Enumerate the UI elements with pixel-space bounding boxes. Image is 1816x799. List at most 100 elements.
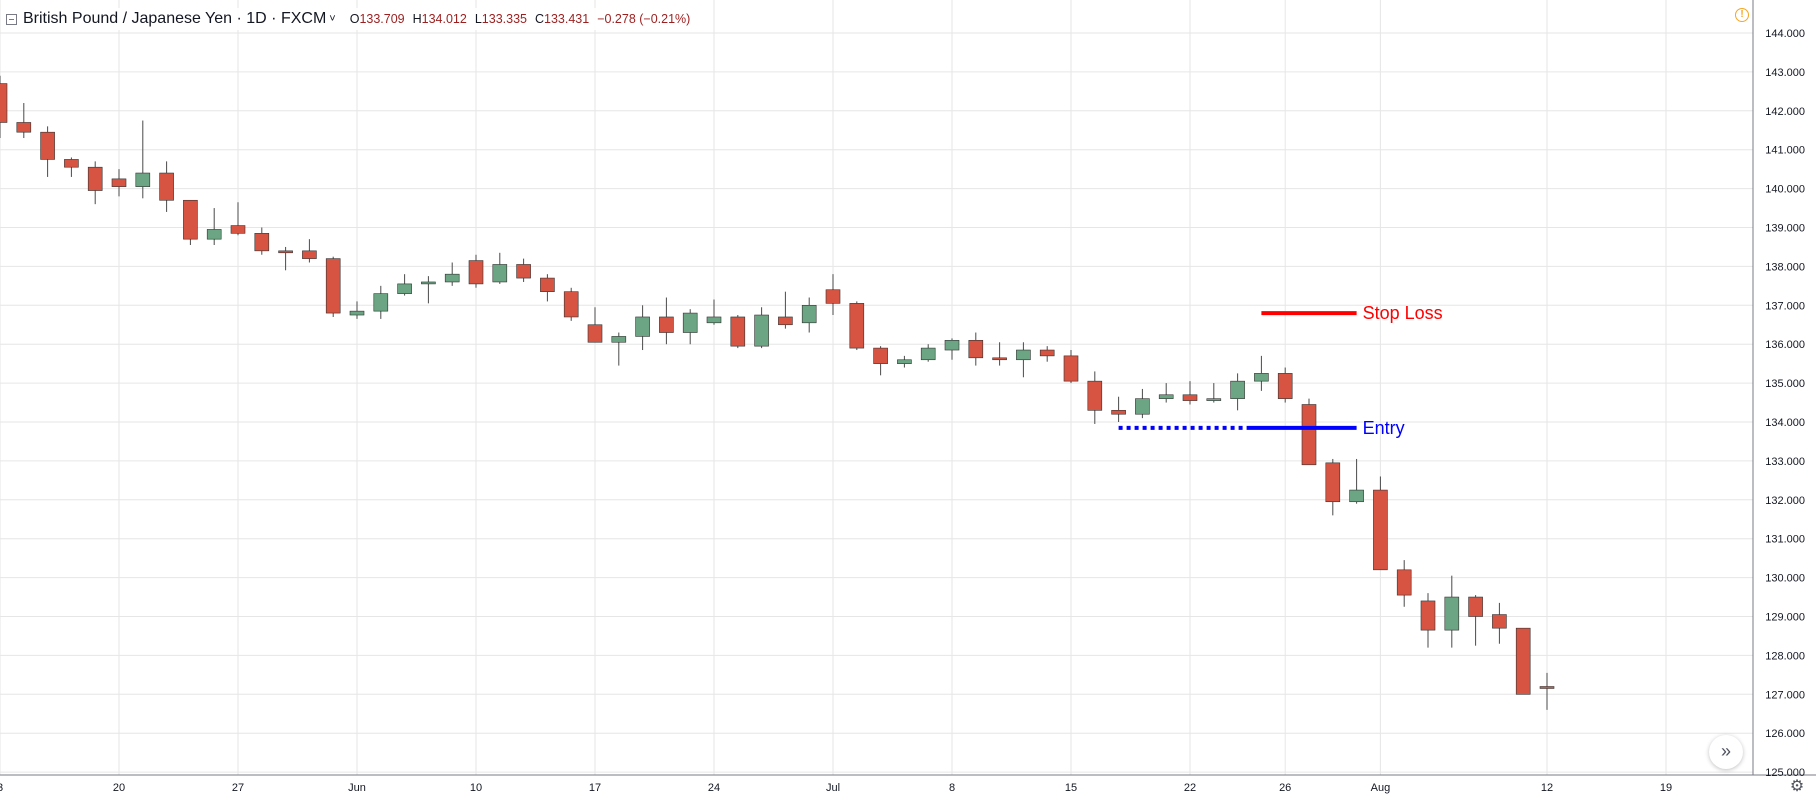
candle-body <box>516 264 531 279</box>
candle-body <box>492 264 508 283</box>
candle-body <box>64 159 79 168</box>
candle-body <box>1539 686 1555 689</box>
time-tick-label: 10 <box>470 782 482 794</box>
alert-icon[interactable]: ! <box>1735 8 1749 22</box>
candle-body <box>635 316 650 337</box>
candle-body <box>920 347 936 361</box>
candle-body <box>1063 355 1079 382</box>
candle-body <box>968 340 984 359</box>
trade-annotations: Stop Loss Entry <box>1118 303 1443 438</box>
candle-body <box>87 166 103 191</box>
candle-body <box>659 316 674 333</box>
symbol-title[interactable]: British Pound / Japanese Yen · 1D · FXCM <box>23 10 327 27</box>
time-tick-label: 26 <box>1279 782 1291 794</box>
candle-body <box>1420 600 1436 631</box>
price-tick-label: 136.000 <box>1765 339 1805 351</box>
time-tick-label: 27 <box>232 782 244 794</box>
price-tick-label: 129.000 <box>1765 612 1805 624</box>
candle-body <box>1254 373 1269 382</box>
candle-body <box>1277 373 1293 399</box>
candle-body <box>40 131 55 160</box>
candle-body <box>254 233 270 252</box>
time-axis-background <box>0 775 1816 799</box>
price-tick-label: 135.000 <box>1765 378 1805 390</box>
close-value: 133.431 <box>544 12 590 26</box>
price-tick-label: 130.000 <box>1765 573 1805 585</box>
open-label: O <box>349 12 360 26</box>
time-axis[interactable]: 3 20 27 Jun 10 17 24 Jul 8 15 22 26 Aug 12 19 <box>0 782 1672 794</box>
high-value: 134.012 <box>421 12 467 26</box>
candle-body <box>1492 614 1507 629</box>
candle-body <box>540 277 555 292</box>
low-label: L <box>474 12 482 26</box>
time-tick-label: 12 <box>1541 782 1553 794</box>
candle-body <box>730 316 746 347</box>
symbol-legend: British Pound / Japanese Yen · 1D · FXCM… <box>6 8 697 30</box>
candle-body <box>183 199 198 240</box>
candle-body <box>1373 489 1388 571</box>
candle-body <box>111 178 127 187</box>
scroll-to-realtime-button[interactable]: » <box>1709 735 1743 769</box>
price-tick-label: 134.000 <box>1765 417 1805 429</box>
candle-body <box>1039 349 1055 357</box>
candle-body <box>278 250 293 254</box>
price-tick-label: 125.000 <box>1765 767 1805 779</box>
time-tick-label: 22 <box>1184 782 1196 794</box>
candle-body <box>1301 404 1317 466</box>
high-label: H <box>412 12 422 26</box>
candle-body <box>230 225 246 234</box>
entry-label: Entry <box>1363 418 1405 438</box>
candle-body <box>1135 398 1150 415</box>
time-tick-label: Jun <box>348 782 366 794</box>
candle-body <box>1349 489 1364 503</box>
candle-body <box>421 281 436 285</box>
candle-body <box>992 357 1007 361</box>
candle-body <box>397 283 412 294</box>
collapse-legend-button[interactable] <box>6 13 17 25</box>
candle-body <box>897 359 912 364</box>
price-tick-label: 141.000 <box>1765 145 1805 157</box>
candle-body <box>444 273 460 283</box>
candle-body <box>1230 380 1245 399</box>
price-axis-background <box>1753 0 1816 799</box>
time-tick-label: 20 <box>113 782 125 794</box>
candle-body <box>1158 394 1174 399</box>
time-tick-label: 19 <box>1660 782 1672 794</box>
change-value: −0.278 (−0.21%) <box>597 12 691 26</box>
candle-body <box>1087 380 1103 411</box>
candle-body <box>1206 398 1222 401</box>
candle-body <box>349 310 365 316</box>
candlestick-series <box>0 75 1555 710</box>
time-tick-label: Aug <box>1371 782 1391 794</box>
candle-body <box>135 172 151 187</box>
candle-body <box>1444 596 1460 631</box>
price-tick-label: 128.000 <box>1765 650 1805 662</box>
price-axis[interactable]: 125.000 126.000 127.000 128.000 129.000 130.0… <box>1765 28 1805 779</box>
candle-body <box>563 291 579 318</box>
open-value: 133.709 <box>359 12 405 26</box>
candle-body <box>754 314 769 347</box>
price-tick-label: 137.000 <box>1765 300 1805 312</box>
candle-body <box>1396 569 1412 596</box>
price-tick-label: 126.000 <box>1765 728 1805 740</box>
candle-body <box>0 83 8 123</box>
price-tick-label: 143.000 <box>1765 67 1805 79</box>
price-tick-label: 133.000 <box>1765 456 1805 468</box>
chevron-down-icon[interactable]: ˅ <box>329 13 336 25</box>
gear-icon[interactable]: ⚙ <box>1789 778 1805 795</box>
price-tick-label: 132.000 <box>1765 495 1805 507</box>
candle-body <box>468 260 484 285</box>
candle-body <box>1016 349 1031 361</box>
candle-body <box>1325 462 1341 503</box>
candle-body <box>1182 394 1198 401</box>
candle-body <box>682 312 698 333</box>
price-tick-label: 139.000 <box>1765 223 1805 235</box>
candle-body <box>587 324 603 343</box>
candle-body <box>325 258 341 314</box>
ohlc-values: O133.709 H134.012 L133.335 C133.431 −0.2… <box>350 12 691 26</box>
candle-body <box>778 316 793 326</box>
low-value: 133.335 <box>481 12 527 26</box>
candle-body <box>825 289 841 304</box>
candle-body <box>206 229 222 240</box>
